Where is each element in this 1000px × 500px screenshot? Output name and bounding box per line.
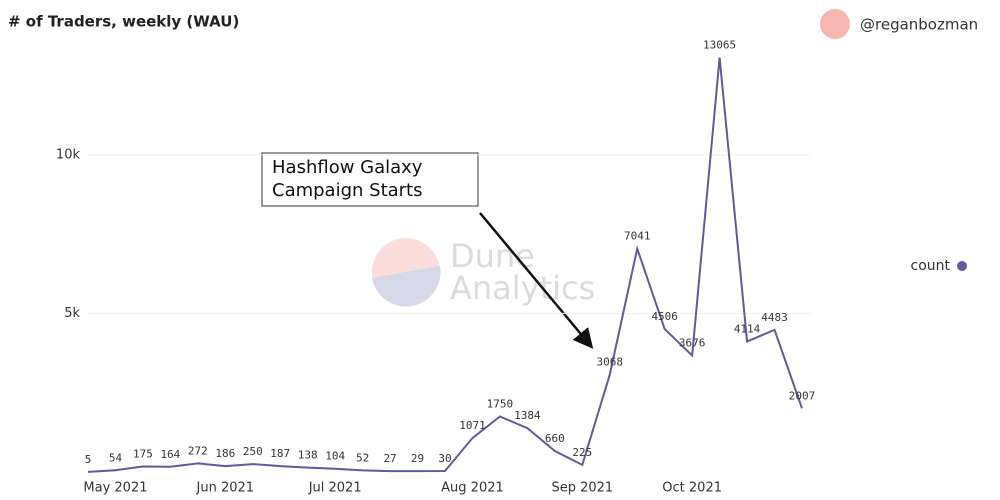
watermark-logo-part — [372, 266, 441, 307]
watermark-logo — [372, 238, 440, 306]
x-tick-label: Aug 2021 — [441, 481, 504, 496]
x-tick-label: May 2021 — [83, 481, 147, 496]
data-label: 250 — [243, 445, 263, 458]
data-label: 1750 — [487, 398, 514, 411]
data-label: 54 — [109, 451, 123, 464]
data-label: 2007 — [789, 389, 816, 402]
data-label: 186 — [215, 447, 235, 460]
series-line — [87, 57, 803, 473]
data-label: 1384 — [514, 409, 541, 422]
chart-title: # of Traders, weekly (WAU) — [8, 13, 239, 31]
data-label: 4506 — [651, 310, 678, 323]
legend-label: count — [911, 258, 951, 274]
annotation: Campaign Starts — [272, 180, 423, 201]
data-label: 225 — [572, 446, 592, 459]
data-label: 187 — [270, 447, 290, 460]
data-label: 3676 — [679, 336, 706, 349]
data-label: 30 — [438, 452, 451, 465]
data-label: 272 — [188, 444, 208, 457]
data-label: 4114 — [734, 323, 761, 336]
data-label: 29 — [411, 452, 424, 465]
annotation-arrow — [479, 212, 594, 349]
data-label: 52 — [356, 451, 369, 464]
data-label: 3068 — [597, 356, 624, 369]
data-label: 164 — [160, 448, 180, 461]
data-label: 4483 — [761, 311, 788, 324]
data-label: 7041 — [624, 230, 651, 243]
watermark-text: Dune — [450, 237, 535, 275]
data-label: 104 — [325, 450, 345, 463]
data-label: 175 — [133, 447, 153, 460]
credit-avatar — [820, 9, 850, 39]
data-label: 138 — [298, 449, 318, 462]
data-label: 5 — [85, 453, 92, 466]
annotation: Hashflow Galaxy — [272, 157, 423, 178]
credit: @reganbozman — [860, 16, 978, 34]
x-tick-label: Sep 2021 — [551, 481, 613, 496]
data-label: 660 — [545, 432, 565, 445]
watermark-text: Analytics — [450, 269, 595, 307]
watermark: Dune Analytics — [372, 237, 595, 307]
data-label: 13065 — [703, 39, 736, 52]
legend-marker — [957, 261, 967, 271]
x-tick-label: Jul 2021 — [308, 481, 362, 496]
annotation-box — [261, 152, 479, 207]
y-tick-label: 5k — [64, 306, 80, 321]
data-label: 1071 — [459, 419, 486, 432]
data-label: 27 — [383, 452, 396, 465]
x-tick-label: Jun 2021 — [196, 481, 255, 496]
x-tick-label: Oct 2021 — [662, 481, 722, 496]
y-tick-label: 10k — [56, 147, 81, 162]
